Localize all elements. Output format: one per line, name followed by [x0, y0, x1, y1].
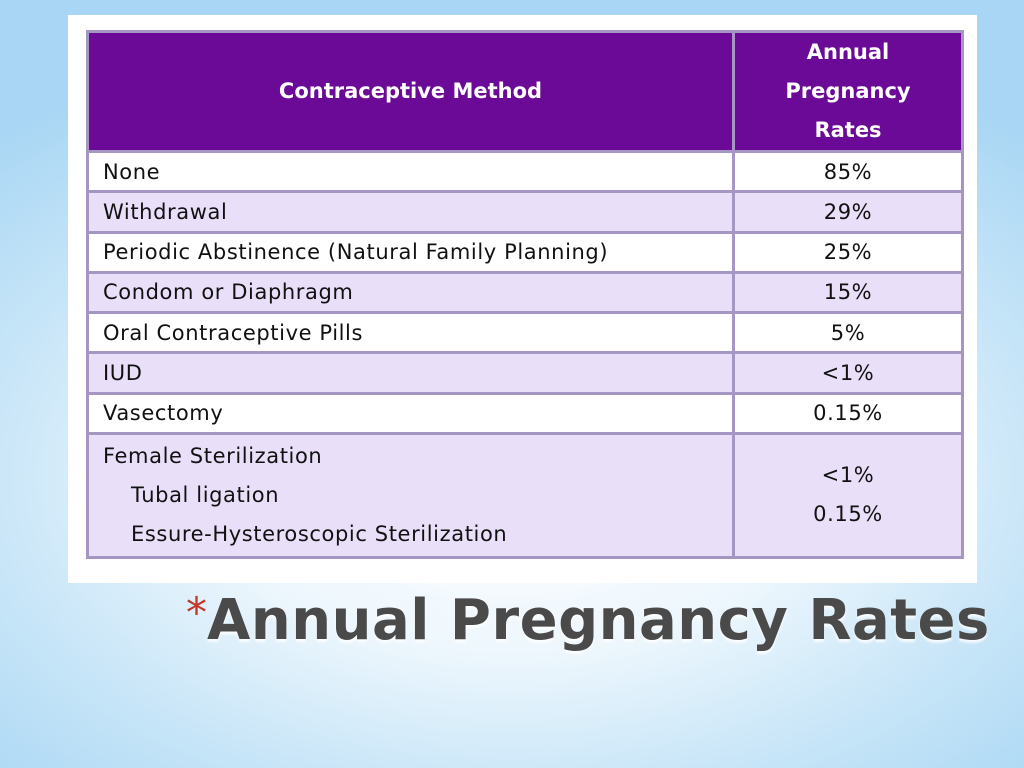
method-cell: Oral Contraceptive Pills [86, 311, 735, 355]
pregnancy-rates-table: Contraceptive Method Annual Pregnancy Ra… [86, 30, 964, 560]
method-cell: None [86, 149, 735, 194]
rate-cell: 15% [732, 270, 964, 315]
sub-rate-value: 0.15% [813, 502, 883, 527]
header-rate-line: Annual [806, 40, 890, 64]
rate-cell: 5% [732, 311, 964, 355]
header-rate-line: Pregnancy [785, 79, 911, 103]
asterisk-bullet-icon: * [186, 588, 207, 637]
slide-title: *Annual Pregnancy Rates [186, 588, 989, 678]
method-cell: Vasectomy [86, 391, 735, 435]
rate-cell: 0.15% [732, 391, 964, 435]
header-rate: Annual Pregnancy Rates [732, 30, 964, 153]
sub-method-label: Tubal ligation [131, 482, 280, 507]
method-cell: Condom or Diaphragm [86, 270, 735, 315]
table-header-row: Contraceptive Method Annual Pregnancy Ra… [86, 30, 964, 153]
sub-rate-value: <1% [821, 463, 875, 488]
table-image: Contraceptive Method Annual Pregnancy Ra… [68, 15, 977, 583]
rate-cell: <1% 0.15% [732, 431, 964, 560]
table-row: Withdrawal 29% [86, 190, 964, 234]
method-cell: Periodic Abstinence (Natural Family Plan… [86, 230, 735, 274]
rate-cell: 25% [732, 230, 964, 274]
rate-cell: 85% [732, 149, 964, 194]
table-row: Oral Contraceptive Pills 5% [86, 311, 964, 355]
method-cell: Female Sterilization Tubal ligation Essu… [86, 431, 735, 560]
table-row: Periodic Abstinence (Natural Family Plan… [86, 230, 964, 274]
table-row: Condom or Diaphragm 15% [86, 270, 964, 315]
table-row: None 85% [86, 149, 964, 194]
table-row: IUD <1% [86, 351, 964, 395]
method-cell: IUD [86, 351, 735, 395]
sub-method-label: Essure-Hysteroscopic Sterilization [131, 521, 508, 546]
slide-title-text: Annual Pregnancy Rates [207, 588, 990, 653]
table-row-female-sterilization: Female Sterilization Tubal ligation Essu… [86, 431, 964, 560]
method-main-label: Female Sterilization [103, 443, 323, 468]
table-row: Vasectomy 0.15% [86, 391, 964, 435]
rate-cell: <1% [732, 351, 964, 395]
header-method: Contraceptive Method [86, 30, 735, 153]
method-cell: Withdrawal [86, 190, 735, 234]
header-rate-line: Rates [814, 118, 882, 142]
rate-cell: 29% [732, 190, 964, 234]
